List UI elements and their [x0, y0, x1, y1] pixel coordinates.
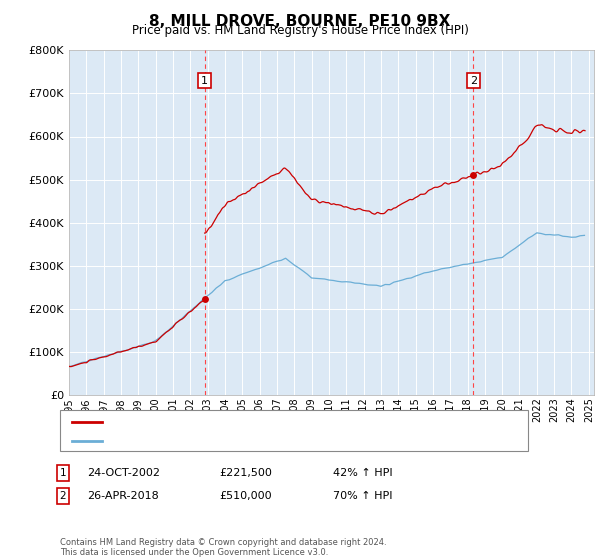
Text: 8, MILL DROVE, BOURNE, PE10 9BX: 8, MILL DROVE, BOURNE, PE10 9BX: [149, 14, 451, 29]
Text: 1: 1: [201, 76, 208, 86]
Text: £221,500: £221,500: [219, 468, 272, 478]
Text: 8, MILL DROVE, BOURNE, PE10 9BX (detached house): 8, MILL DROVE, BOURNE, PE10 9BX (detache…: [108, 417, 387, 427]
Text: Contains HM Land Registry data © Crown copyright and database right 2024.
This d: Contains HM Land Registry data © Crown c…: [60, 538, 386, 557]
Text: 42% ↑ HPI: 42% ↑ HPI: [333, 468, 392, 478]
Text: 26-APR-2018: 26-APR-2018: [87, 491, 159, 501]
Text: 1: 1: [59, 468, 67, 478]
Text: 24-OCT-2002: 24-OCT-2002: [87, 468, 160, 478]
Text: 2: 2: [470, 76, 477, 86]
Text: 2: 2: [59, 491, 67, 501]
Text: 70% ↑ HPI: 70% ↑ HPI: [333, 491, 392, 501]
Text: Price paid vs. HM Land Registry's House Price Index (HPI): Price paid vs. HM Land Registry's House …: [131, 24, 469, 36]
Text: HPI: Average price, detached house, South Kesteven: HPI: Average price, detached house, Sout…: [108, 436, 382, 446]
Text: £510,000: £510,000: [219, 491, 272, 501]
